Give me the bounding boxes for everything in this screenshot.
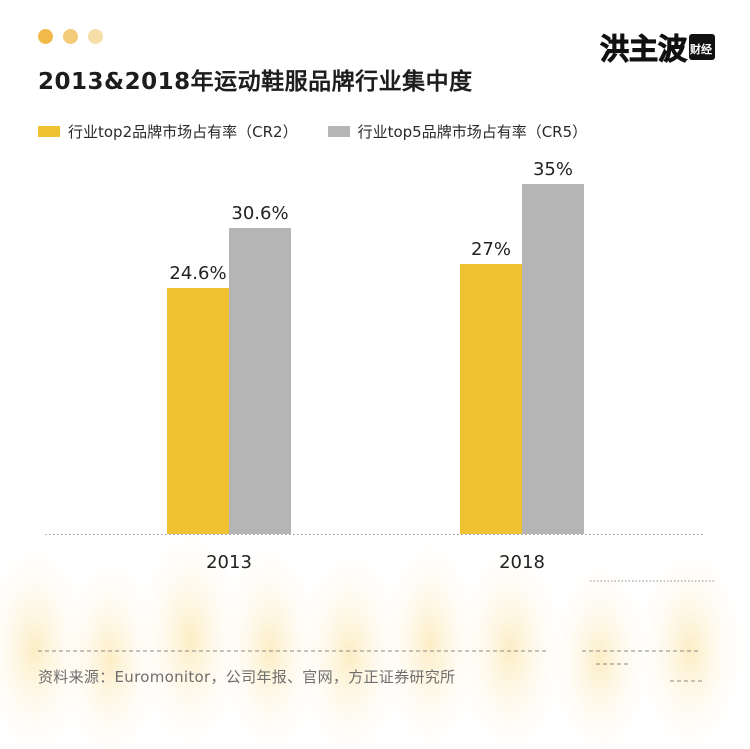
legend-item-cr5: 行业top5品牌市场占有率（CR5） — [327, 121, 588, 142]
decorative-dots — [38, 29, 103, 44]
brand-logo: 洪主波 财经 — [596, 28, 716, 67]
logo-subtext: 财经 — [689, 42, 712, 56]
source-note: 资料来源：Euromonitor，公司年报、官网，方正证券研究所 — [38, 668, 456, 686]
bar-2018-series-1 — [460, 264, 522, 534]
legend-swatch-cr5 — [327, 126, 350, 137]
chart-legend: 行业top2品牌市场占有率（CR2） 行业top5品牌市场占有率（CR5） — [38, 121, 587, 142]
bar-2018-series-2 — [522, 184, 584, 534]
x-tick-label-2013: 2013 — [206, 552, 252, 573]
dot-3 — [88, 29, 103, 44]
chart-title: 2013&2018年运动鞋服品牌行业集中度 — [38, 69, 473, 95]
data-label-2013-series-1: 24.6% — [169, 263, 226, 284]
bar-2013-series-1 — [167, 288, 229, 534]
legend-label-cr2: 行业top2品牌市场占有率（CR2） — [68, 123, 298, 141]
data-label-2013-series-2: 30.6% — [231, 203, 288, 224]
data-label-2018-series-1: 27% — [471, 239, 511, 260]
data-label-2018-series-2: 35% — [533, 159, 573, 180]
legend-label-cr5: 行业top5品牌市场占有率（CR5） — [357, 123, 588, 141]
legend-item-cr2: 行业top2品牌市场占有率（CR2） — [38, 121, 298, 142]
dot-2 — [63, 29, 78, 44]
dot-1 — [38, 29, 53, 44]
legend-swatch-cr2 — [38, 126, 60, 137]
x-tick-label-2018: 2018 — [499, 552, 545, 573]
bar-2013-series-2 — [229, 228, 291, 534]
logo-text: 洪主波 — [600, 32, 688, 66]
